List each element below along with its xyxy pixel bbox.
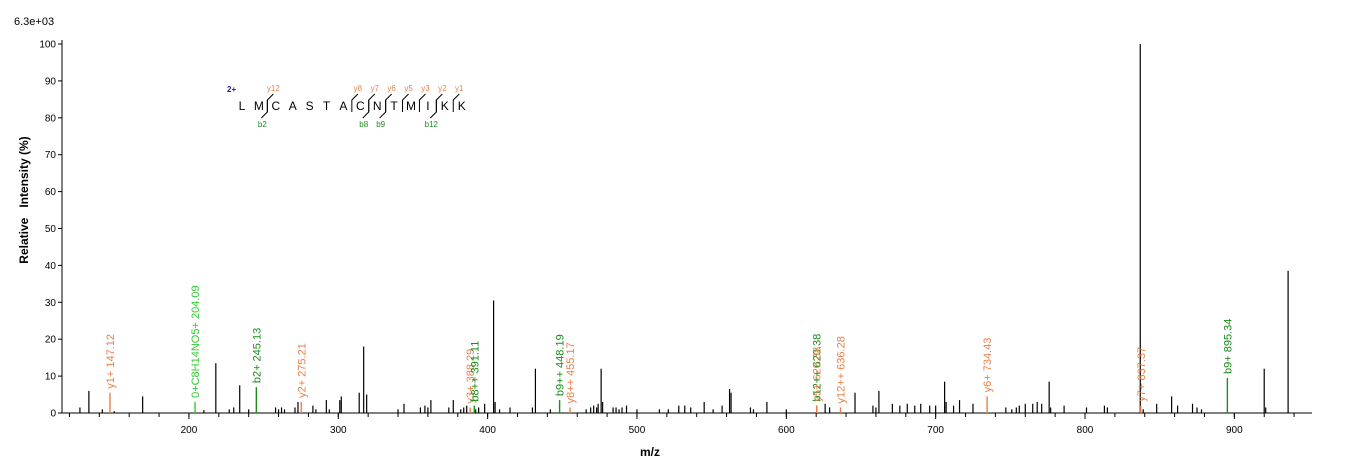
peak-label: y5+ 620.38 bbox=[812, 347, 824, 402]
sequence-residue: A bbox=[339, 99, 347, 113]
x-axis-ticks: 200 300 400 500 600 700 800 900 bbox=[68, 413, 1295, 436]
y-tick-label: 10 bbox=[45, 372, 57, 383]
b-ion-label: b2 bbox=[258, 120, 267, 129]
y-ion-bracket bbox=[418, 93, 426, 112]
y-tick-label: 20 bbox=[45, 335, 57, 346]
x-tick-label: 800 bbox=[1077, 425, 1094, 436]
b-ion-bracket bbox=[260, 100, 268, 119]
y-axis-ticks: 0 10 20 30 40 50 60 70 80 90 100 bbox=[39, 40, 62, 420]
sequence-residue: T bbox=[323, 99, 331, 113]
y-tick-label: 50 bbox=[45, 224, 57, 235]
peak-label: y12++ 636.28 bbox=[835, 336, 847, 403]
y-ion-label: y8 bbox=[354, 84, 363, 93]
sequence-residue: N bbox=[373, 99, 382, 113]
peak-label: y8++ 455.17 bbox=[565, 342, 577, 403]
charge-state: 2+ bbox=[227, 85, 236, 94]
sequence-residue: M bbox=[406, 99, 416, 113]
sequence-residue: S bbox=[306, 99, 314, 113]
x-tick-label: 700 bbox=[927, 425, 944, 436]
b-ion-label: b8 bbox=[359, 120, 368, 129]
y-tick-label: 90 bbox=[45, 76, 57, 87]
peak-series bbox=[79, 44, 1289, 413]
y-tick-label: 60 bbox=[45, 187, 57, 198]
peak-label: b12++ 620.38 bbox=[812, 334, 824, 402]
x-tick-label: 900 bbox=[1226, 425, 1243, 436]
x-tick-label: 300 bbox=[330, 425, 347, 436]
y-ion-label: y6 bbox=[387, 84, 396, 93]
peak-label: y1+ 147.12 bbox=[105, 334, 117, 389]
sequence-residue: L bbox=[239, 99, 246, 113]
b-ion-bracket bbox=[362, 100, 370, 119]
x-tick-label: 200 bbox=[181, 425, 198, 436]
peak-label: b9+ 895.34 bbox=[1222, 319, 1234, 374]
sequence-residue: T bbox=[390, 99, 398, 113]
y-ion-bracket bbox=[351, 93, 359, 112]
peak-label: b2+ 245.13 bbox=[251, 328, 263, 383]
y-ion-bracket bbox=[452, 93, 460, 112]
annotated-peaks: y1+ 147.12 0+C8H14NO5+ 204.09 b2+ 245.13 y2… bbox=[105, 285, 1234, 413]
b-ion-label: b12 bbox=[425, 120, 439, 129]
peak-label: y3+ 388.29 bbox=[465, 349, 477, 404]
peak-label: y6+ 734.43 bbox=[982, 338, 994, 393]
y-ion-label: y1 bbox=[455, 84, 464, 93]
y-axis-title: Relative Intensity (%) bbox=[17, 136, 31, 263]
sequence-residue: K bbox=[441, 99, 449, 113]
peak-label: y2+ 275.21 bbox=[296, 343, 308, 398]
b-ion-bracket bbox=[379, 100, 387, 119]
y-tick-label: 80 bbox=[45, 113, 57, 124]
y-ion-label: y12 bbox=[267, 84, 280, 93]
y-ion-label: y5 bbox=[404, 84, 413, 93]
y-ion-bracket bbox=[402, 93, 409, 112]
x-axis-title: m/z bbox=[640, 445, 660, 459]
intensity-max-label: 6.3e+03 bbox=[14, 16, 54, 28]
peak-label: 0+C8H14NO5+ 204.09 bbox=[190, 285, 202, 398]
y-tick-label: 40 bbox=[45, 261, 57, 272]
y-ion-label: y3 bbox=[421, 84, 430, 93]
x-tick-label: 400 bbox=[479, 425, 496, 436]
y-tick-label: 30 bbox=[45, 298, 57, 309]
x-tick-label: 500 bbox=[629, 425, 646, 436]
x-tick-label: 600 bbox=[778, 425, 795, 436]
peak-label: b8++ 391.11 bbox=[469, 341, 481, 402]
y-ion-label: y7 bbox=[371, 84, 380, 93]
sequence-residue: K bbox=[458, 99, 466, 113]
y-tick-label: 100 bbox=[39, 40, 56, 51]
peak-label: y7+ 837.37 bbox=[1136, 347, 1148, 402]
sequence-residue: M bbox=[254, 99, 264, 113]
y-tick-label: 0 bbox=[50, 409, 56, 420]
y-ion-label: y2 bbox=[438, 84, 447, 93]
sequence-residue: A bbox=[289, 99, 297, 113]
peak-label: b9++ 448.19 bbox=[555, 334, 567, 396]
y-tick-label: 70 bbox=[45, 150, 57, 161]
sequence-residue: I bbox=[426, 99, 429, 113]
b-ion-bracket bbox=[429, 100, 437, 119]
sequence-residue: C bbox=[356, 99, 365, 113]
b-ion-label: b9 bbox=[376, 120, 385, 129]
sequence-residue: C bbox=[271, 99, 280, 113]
